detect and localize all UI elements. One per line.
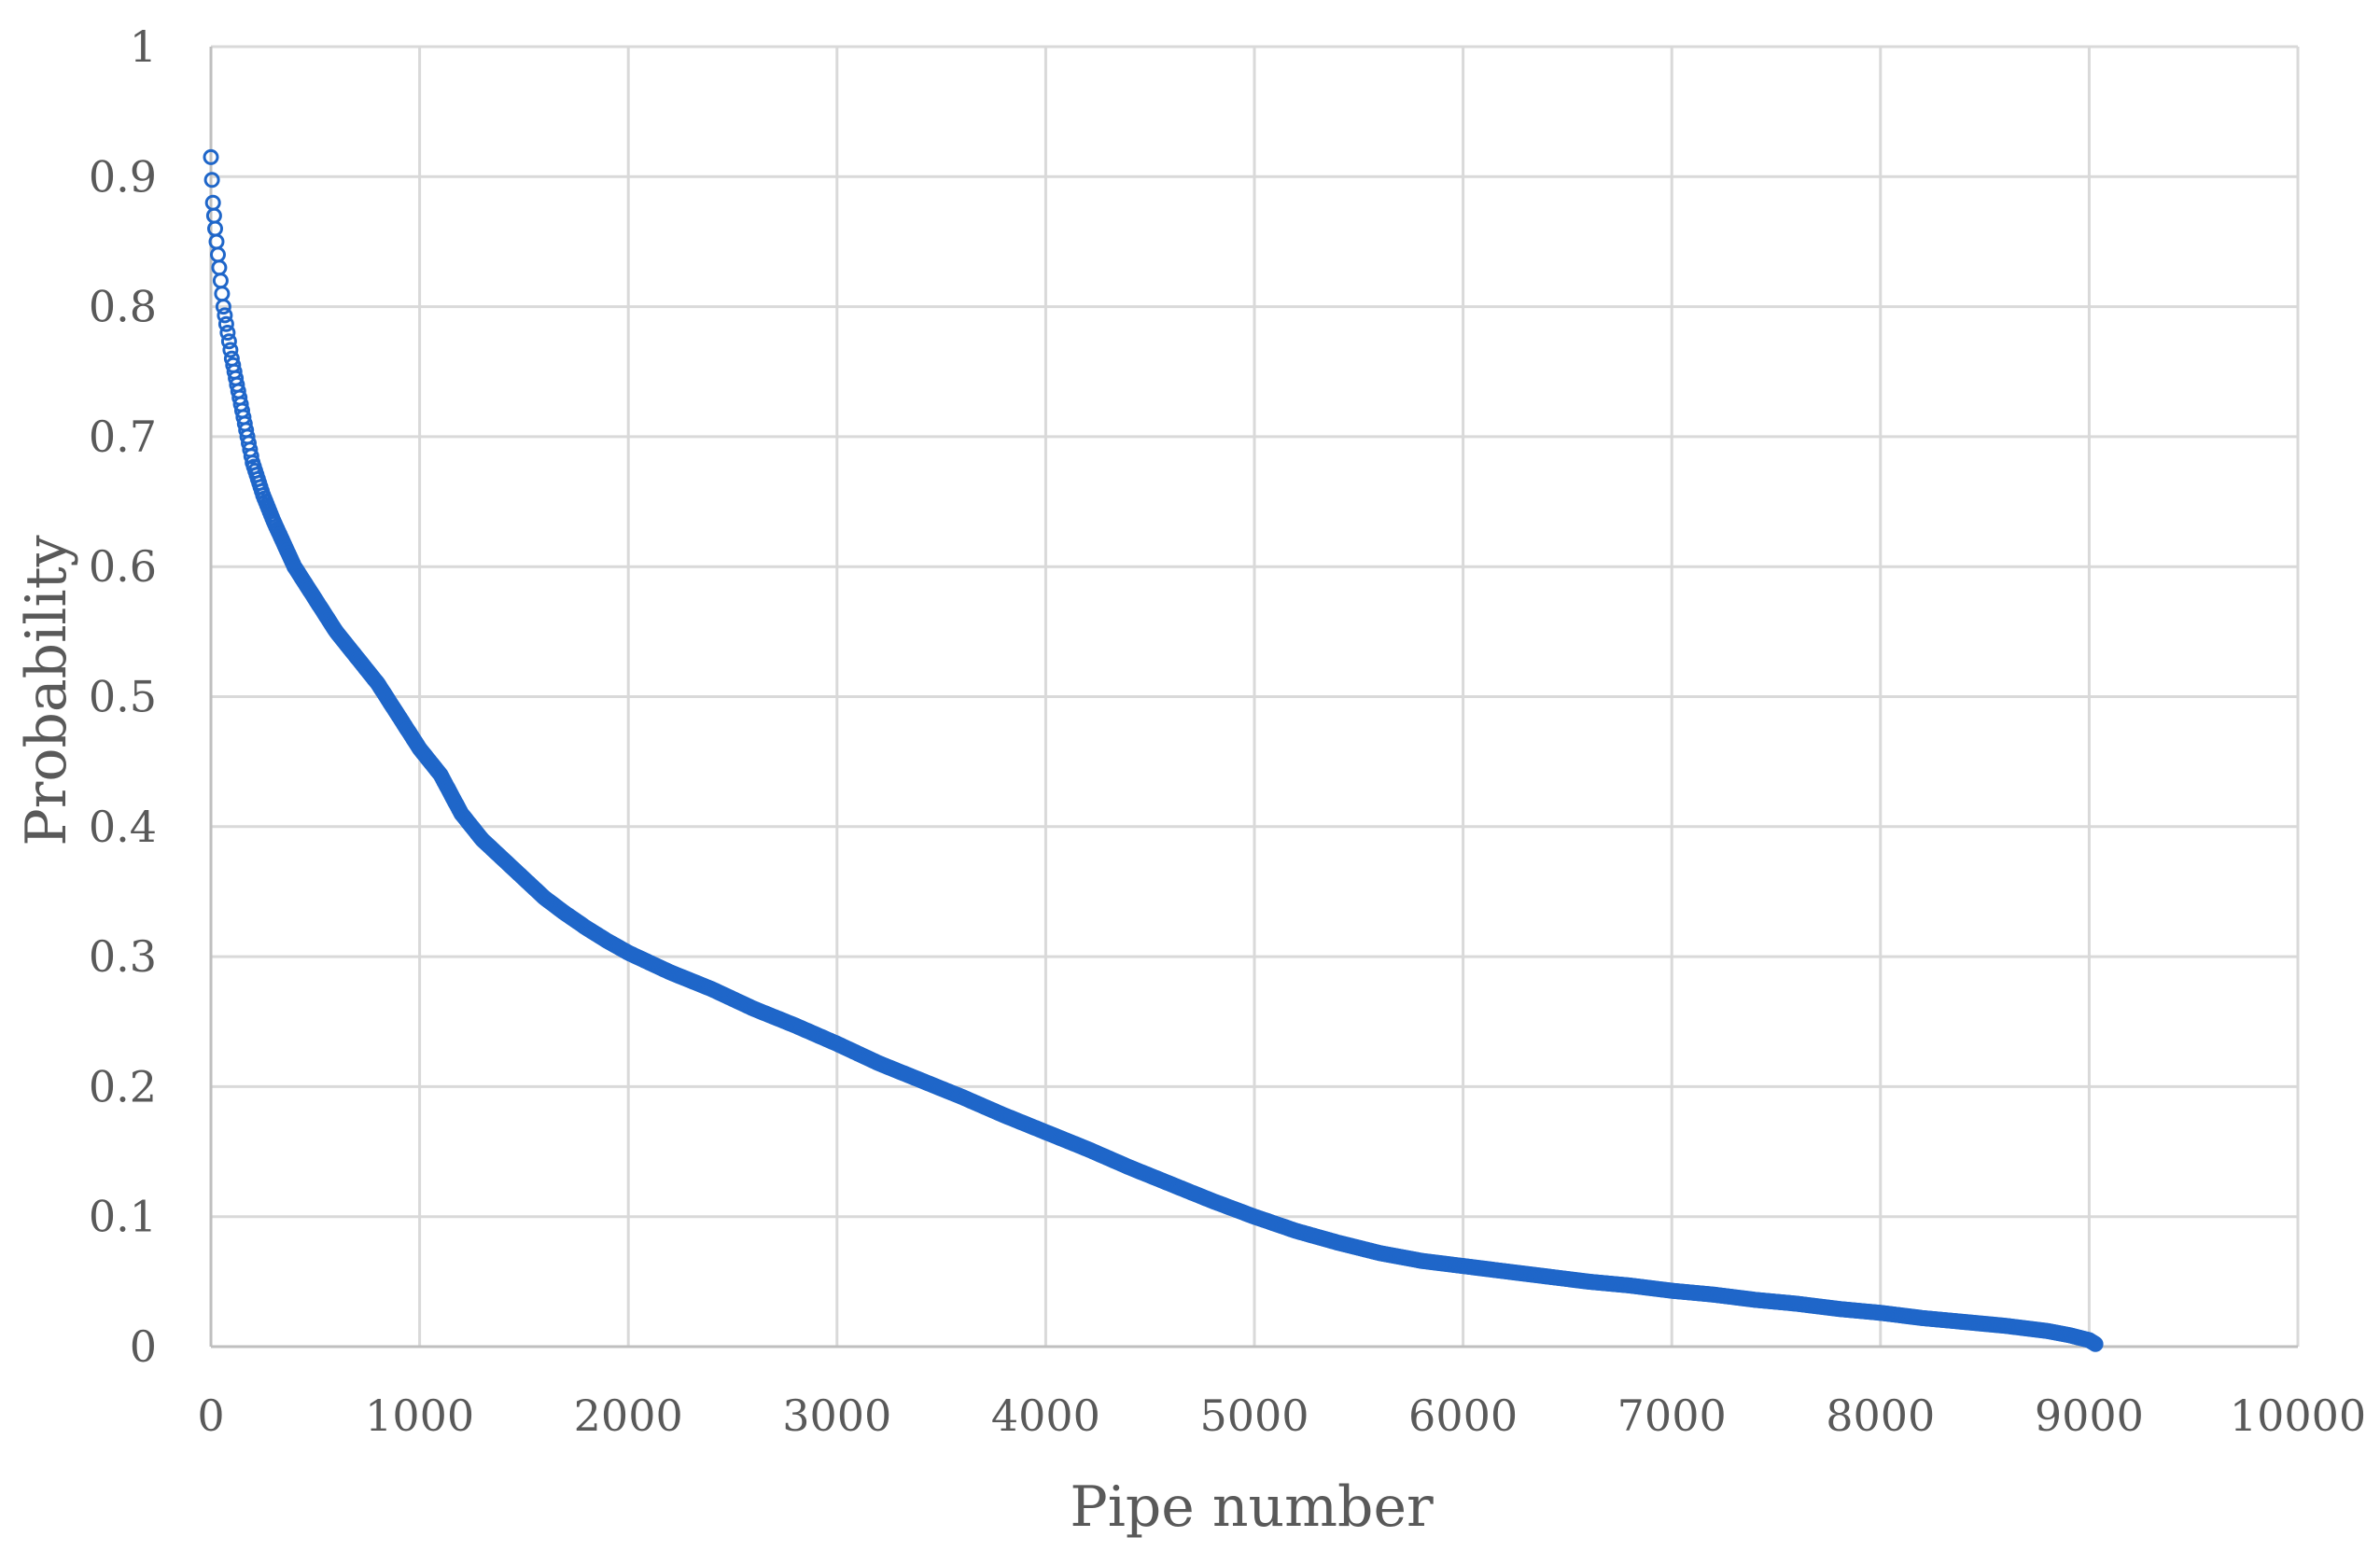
x-tick-label: 4000 [991, 1390, 1100, 1441]
y-tick-label: 0.4 [89, 802, 157, 852]
axes [209, 47, 2298, 1348]
gridlines [211, 45, 2300, 1347]
y-tick-label: 0.6 [89, 541, 157, 592]
y-tick-label: 0.8 [89, 282, 157, 332]
data-point [203, 148, 219, 165]
y-tick-label: 0.7 [89, 412, 157, 462]
data-points [203, 148, 2104, 1352]
x-tick-label: 6000 [1408, 1390, 1518, 1441]
data-point [220, 333, 237, 350]
y-tick-label: 0.9 [89, 151, 157, 202]
x-tick-label: 5000 [1199, 1390, 1309, 1441]
data-point [210, 246, 226, 263]
data-point [215, 299, 231, 315]
data-point [219, 325, 236, 341]
data-point [211, 259, 228, 276]
x-tick-label: 2000 [574, 1390, 683, 1441]
data-point [222, 342, 239, 358]
y-tick-label: 0.1 [89, 1192, 157, 1242]
x-tick-label: 10000 [2230, 1390, 2366, 1441]
x-tick-label: 8000 [1826, 1390, 1935, 1441]
y-tick-label: 1 [130, 21, 157, 72]
x-tick-label: 1000 [365, 1390, 474, 1441]
x-tick-label: 7000 [1617, 1390, 1727, 1441]
y-tick-label: 0 [130, 1321, 157, 1372]
x-tick-label: 0 [197, 1390, 224, 1441]
data-point [217, 315, 234, 332]
data-point [204, 194, 221, 211]
data-point [203, 172, 220, 189]
data-point [217, 307, 233, 324]
x-axis-title: Pipe number [1070, 1474, 1434, 1540]
data-point [214, 286, 231, 302]
data-point [243, 448, 259, 465]
y-tick-label: 0.3 [89, 931, 157, 982]
data-point [212, 272, 229, 289]
x-tick-label: 9000 [2035, 1390, 2144, 1441]
y-tick-label: 0.2 [89, 1061, 157, 1111]
y-axis-title: Probability [14, 535, 79, 845]
y-tick-labels: 0 0.1 0.2 0.3 0.4 0.5 0.6 0.7 0.8 0.9 1 [89, 21, 157, 1372]
y-tick-label: 0.5 [89, 672, 157, 722]
data-point [2087, 1335, 2104, 1352]
x-tick-labels: 0 1000 2000 3000 4000 5000 6000 7000 8000 9000 100… [197, 1390, 2366, 1441]
x-tick-label: 3000 [782, 1390, 891, 1441]
